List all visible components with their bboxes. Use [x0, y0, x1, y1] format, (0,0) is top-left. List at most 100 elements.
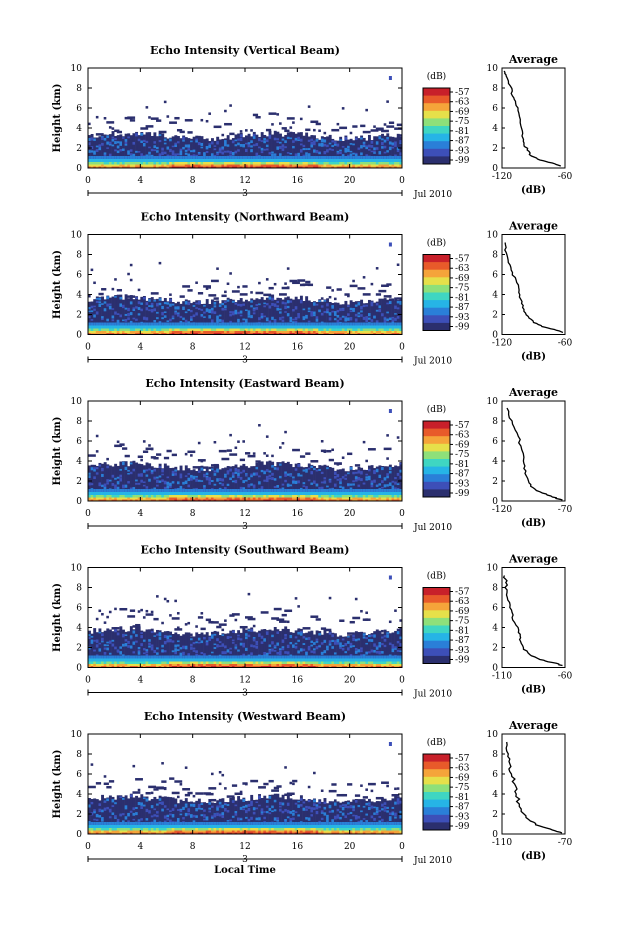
average-frame: [502, 401, 565, 501]
average-x-tick-label: -120: [492, 339, 512, 349]
colorbar-segment: [423, 96, 450, 104]
y-tick-label: 6: [76, 770, 82, 780]
colorbar-segment: [423, 111, 450, 119]
average-x-tick-label: -110: [492, 672, 512, 682]
chart-title: Echo Intensity (Southward Beam): [141, 544, 350, 557]
y-tick-label: 2: [76, 477, 82, 487]
y-axis-label: Height (km): [52, 417, 63, 486]
average-y-tick-label: 2: [492, 810, 498, 820]
average-x-tick-label: -120: [492, 172, 512, 182]
date-label: Jul 2010: [413, 690, 452, 700]
colorbar-segment: [423, 641, 450, 649]
x-tick-label: 4: [137, 509, 143, 519]
colorbar-tick-label: -87: [455, 636, 470, 646]
date-label: Jul 2010: [413, 357, 452, 367]
y-tick-label: 2: [76, 144, 82, 154]
colorbar-segment: [423, 754, 450, 762]
average-x-label: (dB): [521, 851, 546, 862]
average-title: Average: [508, 53, 558, 66]
average-y-tick-label: 6: [492, 104, 498, 114]
x-tick-label: 16: [292, 176, 304, 186]
chart-title: Echo Intensity (Vertical Beam): [150, 44, 340, 57]
y-tick-label: 6: [76, 437, 82, 447]
colorbar-segment: [423, 762, 450, 770]
x-tick-label: 8: [190, 842, 196, 852]
x-tick-label: 4: [137, 676, 143, 686]
x-tick-label: 12: [239, 842, 250, 852]
average-y-tick-label: 6: [492, 604, 498, 614]
colorbar-segment: [423, 459, 450, 467]
average-frame: [502, 734, 565, 834]
colorbar-segment: [423, 603, 450, 611]
date-marker: 3: [242, 855, 248, 865]
colorbar-segment: [423, 784, 450, 792]
average-y-tick-label: 6: [492, 770, 498, 780]
y-tick-label: 2: [76, 644, 82, 654]
x-tick-label: 8: [190, 676, 196, 686]
average-profile-line: [505, 243, 563, 333]
colorbar-segment: [423, 467, 450, 475]
average-profile-line: [504, 71, 561, 166]
y-tick-label: 6: [76, 271, 82, 281]
x-tick-label: 20: [344, 842, 356, 852]
average-y-tick-label: 10: [487, 397, 499, 407]
y-tick-label: 10: [71, 231, 83, 241]
colorbar-tick-label: -99: [455, 156, 470, 166]
colorbar-tick-label: -57: [455, 255, 470, 265]
average-y-tick-label: 10: [487, 64, 499, 74]
x-tick-label: 8: [190, 176, 196, 186]
y-tick-label: 4: [76, 291, 82, 301]
colorbar-tick-label: -57: [455, 421, 470, 431]
average-x-tick-label: -60: [558, 172, 573, 182]
colorbar-segment: [423, 769, 450, 777]
colorbar-segment: [423, 588, 450, 596]
colorbar-segment: [423, 277, 450, 285]
y-tick-label: 4: [76, 457, 82, 467]
x-tick-label: 0: [399, 509, 405, 519]
colorbar-tick-label: -99: [455, 489, 470, 499]
colorbar-segment: [423, 300, 450, 308]
y-tick-label: 6: [76, 604, 82, 614]
colorbar-segment: [423, 451, 450, 459]
colorbar-segment: [423, 800, 450, 808]
average-y-tick-label: 4: [492, 457, 498, 467]
colorbar-segment: [423, 134, 450, 142]
y-tick-label: 8: [76, 584, 82, 594]
average-x-tick-label: -60: [558, 672, 573, 682]
colorbar-label: (dB): [427, 737, 446, 748]
y-tick-label: 4: [76, 624, 82, 634]
x-tick-label: 8: [190, 343, 196, 353]
average-profile-line: [506, 742, 562, 833]
colorbar-tick-label: -63: [455, 597, 470, 607]
colorbar-segment: [423, 777, 450, 785]
x-tick-label: 4: [137, 176, 143, 186]
colorbar-tick-label: -69: [455, 607, 470, 617]
average-y-tick-label: 2: [492, 144, 498, 154]
colorbar-segment: [423, 156, 450, 164]
heatmap-field: [88, 243, 402, 335]
average-x-label: (dB): [521, 352, 546, 363]
x-tick-label: 0: [85, 343, 91, 353]
colorbar-segment: [423, 255, 450, 263]
average-y-tick-label: 6: [492, 271, 498, 281]
y-axis-label: Height (km): [52, 84, 63, 153]
heatmap-field: [88, 409, 402, 501]
y-tick-label: 4: [76, 790, 82, 800]
colorbar-segment: [423, 656, 450, 664]
y-axis-label: Height (km): [52, 583, 63, 652]
colorbar-segment: [423, 285, 450, 293]
colorbar-tick-label: -63: [455, 264, 470, 274]
y-tick-label: 6: [76, 104, 82, 114]
x-tick-label: 12: [239, 343, 250, 353]
date-label: Jul 2010: [413, 190, 452, 200]
colorbar-tick-label: -57: [455, 88, 470, 98]
colorbar-tick-label: -81: [455, 293, 470, 303]
colorbar-tick-label: -87: [455, 803, 470, 813]
y-tick-label: 2: [76, 810, 82, 820]
x-tick-label: 0: [85, 509, 91, 519]
average-x-tick-label: -120: [492, 505, 512, 515]
x-axis-label: Local Time: [214, 865, 276, 876]
x-tick-label: 0: [85, 842, 91, 852]
